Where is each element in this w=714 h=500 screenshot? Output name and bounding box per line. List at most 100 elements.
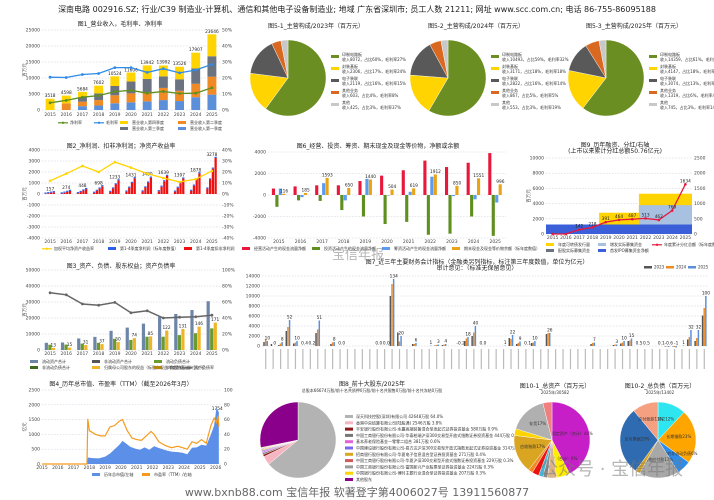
- data-label: 0.0: [383, 341, 390, 347]
- data-label: 50: [115, 337, 121, 343]
- line-point: [113, 90, 117, 93]
- x-tick-label: 2023: [174, 239, 186, 245]
- bar: [316, 329, 319, 346]
- bar: [672, 346, 674, 347]
- x-category-label: [272, 349, 274, 369]
- bar: [157, 191, 160, 194]
- x-tick-label: 2016: [61, 351, 73, 357]
- bar: [292, 343, 295, 346]
- line-point: [210, 313, 214, 317]
- data-label: 448: [78, 183, 86, 189]
- x-category-label: [584, 349, 586, 369]
- pie-slice: [440, 39, 449, 79]
- data-label: 7602: [93, 80, 104, 86]
- chart-main-composition-2023: 图5-1_主营构成/2023年（百万元） 印制电路板 收入8072，占比60%，毛利…: [236, 20, 406, 120]
- bar: [165, 330, 169, 350]
- bar: [437, 344, 439, 346]
- data-label: 8: [333, 337, 336, 343]
- bar: [343, 195, 347, 201]
- bar: [400, 336, 402, 346]
- data-label: 391: [602, 216, 610, 222]
- bar-cap: [76, 192, 80, 194]
- x-category-label: [450, 349, 453, 369]
- y-tick-label: 0: [257, 344, 260, 350]
- bar: [76, 193, 80, 194]
- watermark-wechat: 公众号 · 宝信年报: [540, 459, 684, 480]
- x-tick-label: 2018: [587, 235, 599, 241]
- data-label: 1: [504, 340, 507, 346]
- chart-financing-dividend: 图9_历年融资、分红/右轴 (上市以来累计分红总额50.76亿元) 0 2000 400…: [516, 141, 714, 254]
- bar-segment: [78, 91, 87, 98]
- bar: [322, 183, 326, 195]
- bar-segment: [158, 76, 168, 88]
- bar: [590, 344, 592, 346]
- line-point: [194, 177, 198, 181]
- bar: [415, 343, 417, 346]
- x-tick-label: 2017: [573, 235, 585, 241]
- bar: [330, 344, 332, 346]
- bar: [433, 174, 437, 195]
- y-tick-label: 2000: [533, 216, 545, 222]
- bar: [495, 195, 499, 203]
- chart-subtitle: 审计意见：（标准无保留意见）: [436, 264, 517, 272]
- bar: [511, 335, 514, 346]
- data-label: 462: [655, 214, 663, 220]
- bar: [534, 341, 536, 346]
- legend-label: 其他业务: [660, 87, 676, 93]
- data-label: 1754: [212, 406, 223, 412]
- data-label: 31: [83, 340, 89, 346]
- x-tick-label: 2024: [468, 239, 480, 245]
- legend-detail: 收入603，占比4%，毛利率8%: [342, 92, 399, 98]
- x-category-label: [599, 349, 601, 369]
- bar: [141, 323, 146, 350]
- x-tick-label: 2016: [61, 112, 73, 118]
- bar: [390, 189, 394, 195]
- bar-segment: [158, 87, 168, 101]
- bar: [77, 338, 81, 350]
- data-label: 218: [588, 221, 596, 227]
- legend-label: 流动负债合计: [166, 358, 190, 364]
- bar-cap: [125, 190, 128, 192]
- bar: [387, 195, 391, 196]
- legend-label: 加权平均净资产收益率: [54, 245, 94, 251]
- x-tick-label: 2019: [99, 465, 111, 471]
- bar: [697, 330, 700, 346]
- y-tick-label: 3000: [29, 159, 41, 165]
- line-point: [113, 160, 117, 164]
- data-label: 122: [162, 325, 170, 331]
- data-label: 4598: [61, 90, 72, 96]
- chart-svg: 图7_近三年主要财务会计指标（金融类另列指标，标注第三年度数值，单位为亿元）审计…: [246, 258, 710, 369]
- bar: [368, 179, 372, 195]
- legend-swatch: [345, 427, 353, 431]
- bar: [405, 195, 409, 222]
- x-category-label: [488, 349, 490, 369]
- line-point: [194, 91, 198, 95]
- bar-segment: [142, 101, 152, 110]
- y-tick-label: 2500: [29, 388, 41, 394]
- bar: [125, 327, 129, 350]
- x-tick-label: 2023: [174, 112, 186, 118]
- bar-cap: [214, 156, 217, 158]
- chart-svg: 图8_前十大股东/2025年总股本66674万股/前十名共质押0万股/前十名共限…: [259, 380, 530, 482]
- legend-swatch: [491, 91, 499, 94]
- legend-label: 其他股东: [356, 476, 372, 482]
- bar: [176, 187, 179, 194]
- legend-swatch: [184, 247, 192, 250]
- pie-slice: [551, 401, 591, 474]
- bar: [145, 336, 149, 350]
- bar: [391, 284, 393, 346]
- slice-label: 应付账款11%: [638, 415, 663, 421]
- legend-swatch: [108, 247, 116, 250]
- bar-cap: [144, 186, 147, 188]
- data-label: 0.1: [524, 341, 531, 347]
- line-point: [129, 311, 133, 315]
- legend-swatch: [491, 67, 499, 70]
- area-series: [87, 407, 219, 464]
- bar: [664, 346, 667, 347]
- bar: [47, 193, 50, 194]
- legend-label: 中国银行股份有限公司-博时主题行业混合型证券投资基金 207万股 0.3%: [356, 470, 486, 476]
- bar: [398, 341, 401, 346]
- bar: [389, 296, 392, 346]
- x-category-label: [480, 349, 482, 369]
- bar: [629, 340, 631, 346]
